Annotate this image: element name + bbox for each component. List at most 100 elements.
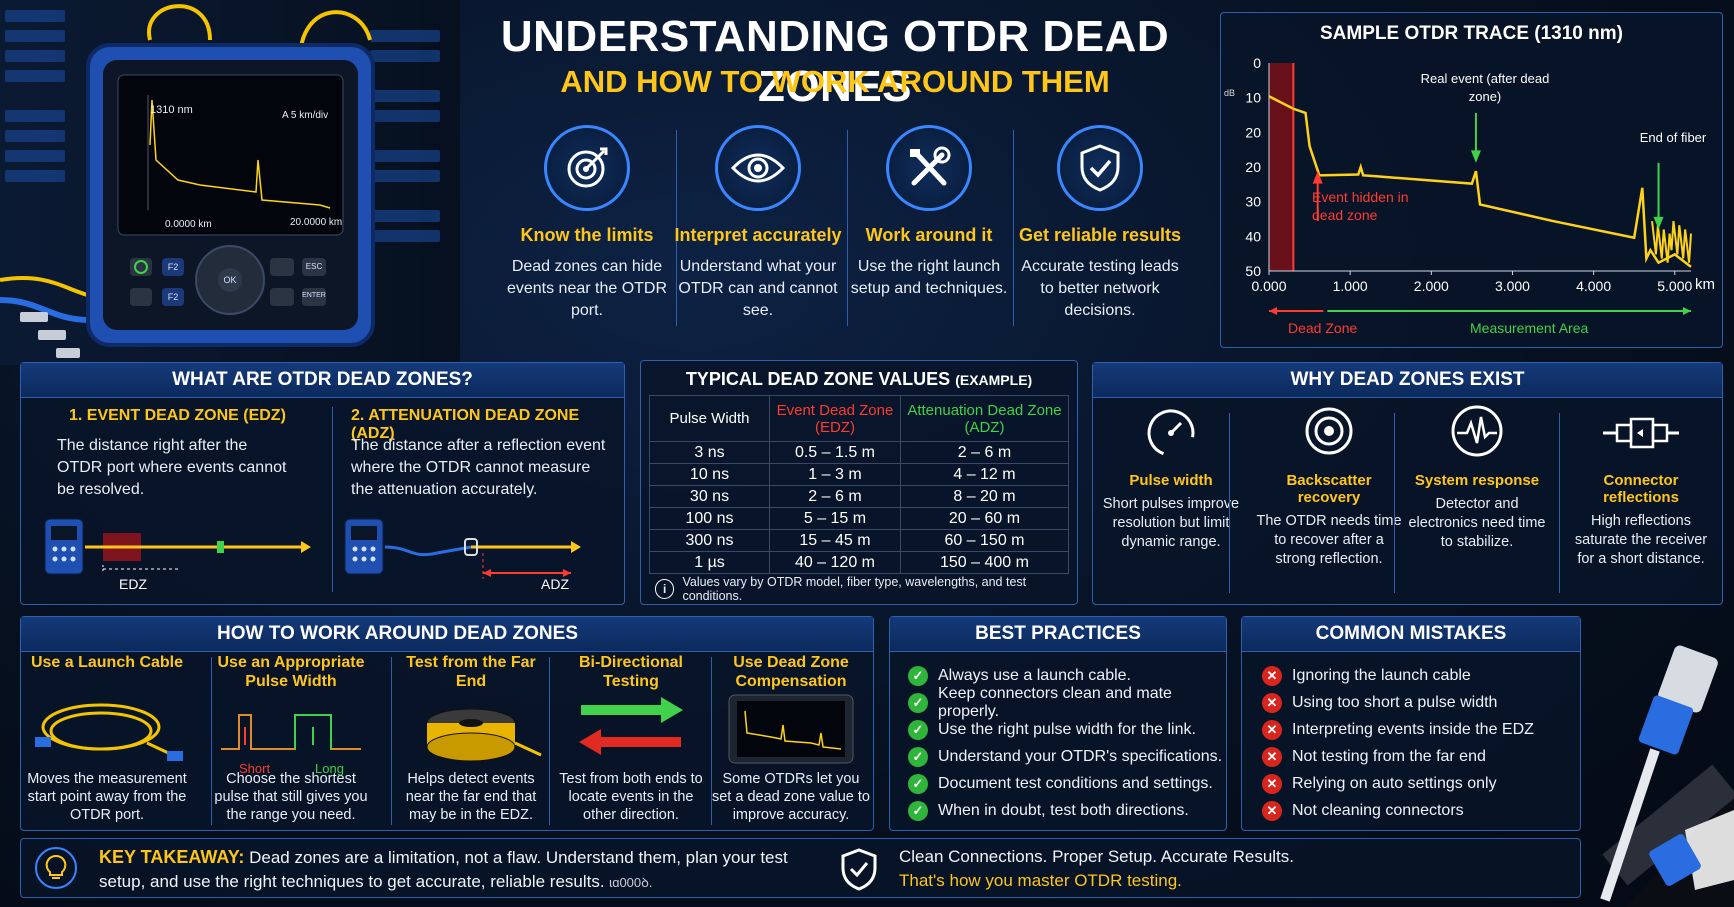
list-item: ✕ Ignoring the launch cable [1262, 662, 1580, 689]
divider [1229, 413, 1230, 593]
list-item: ✕ Relying on auto settings only [1262, 770, 1580, 797]
why-item-text: Short pulses improve resolution but limi… [1102, 496, 1240, 550]
x-tick-label: 3.000 [1495, 278, 1530, 294]
cell: 20 – 60 m [899, 507, 1070, 530]
cell: 0.5 – 1.5 m [769, 441, 901, 464]
page-subtitle: AND HOW TO WORK AROUND THEM [560, 64, 1110, 99]
list-item: ✓ Document test conditions and settings. [908, 770, 1226, 797]
eye-icon [715, 125, 801, 211]
y-tick-label: 0 [1253, 55, 1261, 71]
divider [711, 657, 712, 825]
values-note-text: Values vary by OTDR model, fiber type, w… [682, 575, 1027, 603]
why-title: WHY DEAD ZONES EXIST [1093, 363, 1722, 398]
common-mistakes-panel: COMMON MISTAKES ✕ Ignoring the launch cab… [1241, 616, 1581, 831]
shield-check-icon [839, 847, 879, 896]
real-event-arrowhead [1470, 150, 1481, 163]
list-item-text: Ignoring the launch cable [1292, 666, 1471, 684]
cell: 150 – 400 m [899, 551, 1070, 574]
work-item-text: Moves the measurement start point away f… [27, 771, 187, 823]
pillar-reliable: Get reliable results Accurate testing le… [1015, 125, 1185, 322]
work-item-pulse-width: Use an Appropriate Pulse Width Short Lon… [211, 653, 371, 824]
cable-reel-icon [426, 708, 542, 762]
cell: 2 – 6 m [899, 441, 1070, 464]
list-item: ✕ Interpreting events inside the EDZ [1262, 716, 1580, 743]
target-icon [544, 125, 630, 211]
work-item-title: Bi-Directional Testing [578, 654, 683, 690]
y-tick-label: 20 [1245, 124, 1261, 140]
page-title: UNDERSTANDING OTDR DEAD ZONES [500, 12, 1170, 111]
why-item-title: Backscatter recovery [1286, 472, 1372, 506]
shield-check-icon [1057, 125, 1143, 211]
pillar-know-limits: Know the limits Dead zones can hide even… [502, 125, 672, 322]
edz-diagram [44, 518, 311, 575]
pillar-interpret: Interpret accurately Understand what you… [673, 125, 843, 322]
work-item-far-end: Test from the Far End Helps detect event… [391, 653, 551, 824]
list-item: ✕ Not testing from the far end [1262, 743, 1580, 770]
header-adz: Attenuation Dead Zone (ADZ) [899, 395, 1070, 442]
x-tick-label: 5.000 [1657, 278, 1692, 294]
device-scale: A 5 km/div [282, 110, 329, 121]
why-item-connector: Connector reflections High reflections s… [1567, 403, 1715, 569]
list-item-text: Relying on auto settings only [1292, 774, 1497, 792]
otdr-screen-icon [728, 694, 854, 764]
lightbulb-icon [35, 847, 77, 889]
measurement-arrowhead [1683, 307, 1691, 315]
divider [847, 130, 848, 326]
list-item: ✓ When in doubt, test both directions. [908, 797, 1226, 824]
why-panel: WHY DEAD ZONES EXIST Pulse width Short p… [1092, 362, 1723, 605]
cell: 30 ns [649, 485, 770, 508]
why-item-title: System response [1414, 472, 1540, 489]
closing-line-2: That's how you master OTDR testing. [899, 871, 1182, 890]
work-item-text: Test from both ends to locate events in … [559, 771, 703, 823]
why-item-title: Connector reflections [1603, 472, 1679, 506]
cell: 2 – 6 m [769, 485, 901, 508]
divider [332, 407, 333, 592]
check-icon: ✓ [908, 746, 928, 767]
pillar-title: Know the limits [520, 225, 654, 245]
adz-label: ADZ [541, 576, 569, 592]
takeaway-text-block: KEY TAKEAWAY: Dead zones are a limitatio… [99, 845, 799, 895]
pillar-text: Understand what your OTDR can and cannot… [678, 258, 838, 319]
best-list: ✓ Always use a launch cable. ✓ Keep connec… [890, 652, 1226, 824]
adz-diagram [344, 518, 581, 579]
otdr-device-illustration [0, 0, 460, 365]
pillar-work-around: Work around it Use the right launch setu… [844, 125, 1014, 300]
device-key-enter: ENTER [302, 292, 326, 299]
divider [676, 130, 677, 326]
annotation-hidden-event: Event hidden in dead zone [1312, 189, 1409, 223]
dead-zone-label: Dead Zone [1288, 320, 1358, 336]
info-icon: i [655, 579, 675, 599]
cell: 10 ns [649, 463, 770, 486]
header-pulse-width: Pulse Width [649, 395, 770, 442]
measurement-area-label: Measurement Area [1470, 320, 1589, 336]
dead-zone-arrowhead [1269, 307, 1277, 315]
device-end: 20.0000 km [290, 217, 343, 228]
takeaway-stamp: ɩɑ000ꝺ. [609, 875, 653, 890]
check-icon: ✓ [908, 719, 928, 740]
work-item-title: Test from the Far End [406, 654, 536, 690]
cell: 300 ns [649, 529, 770, 552]
pillar-title: Interpret accurately [674, 225, 842, 245]
why-item-title: Pulse width [1129, 472, 1213, 489]
list-item-text: Interpreting events inside the EDZ [1292, 720, 1534, 738]
why-item-text: Detector and electronics need time to st… [1408, 496, 1546, 550]
work-item-title: Use a Launch Cable [30, 654, 184, 671]
y-unit-label: dB [1224, 88, 1236, 98]
work-title: HOW TO WORK AROUND DEAD ZONES [21, 617, 873, 652]
list-item: ✓ Keep connectors clean and mate properly… [908, 685, 1226, 720]
edz-label: EDZ [119, 576, 147, 592]
cell: 8 – 20 m [899, 485, 1070, 508]
pulse-long-label: Long [315, 761, 344, 776]
divider [211, 657, 212, 825]
end-fiber-arrowhead [1653, 216, 1664, 230]
x-tick-label: 0.000 [1251, 278, 1286, 294]
cell: 3 ns [649, 441, 770, 464]
cell: 15 – 45 m [769, 529, 901, 552]
device-key-f2: F2 [167, 262, 179, 272]
noise-floor [1651, 220, 1692, 263]
cell: 100 ns [649, 507, 770, 530]
x-icon: ✕ [1262, 719, 1282, 740]
check-icon: ✓ [908, 800, 928, 821]
values-title-suffix: (EXAMPLE) [955, 372, 1033, 388]
